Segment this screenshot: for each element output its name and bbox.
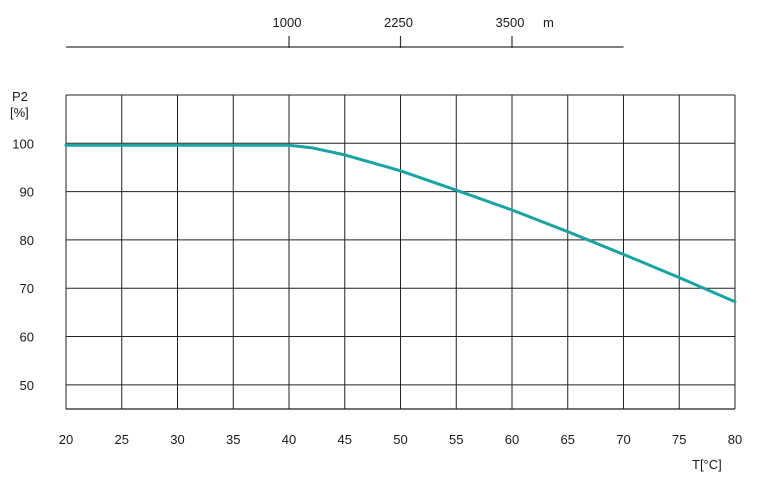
y-tick-labels: 50 60 70 80 90 100 xyxy=(12,136,34,393)
chart-grid xyxy=(65,94,736,410)
y-axis-label-line2: [%] xyxy=(10,105,29,120)
altitude-tick-label: 1000 xyxy=(273,15,302,30)
x-tick-label: 50 xyxy=(393,432,407,447)
altitude-tick-label: 2250 xyxy=(384,15,413,30)
x-tick-label: 45 xyxy=(338,432,352,447)
x-axis-label: T[°C] xyxy=(692,457,722,472)
y-tick-label: 80 xyxy=(20,233,34,248)
x-tick-label: 80 xyxy=(728,432,742,447)
x-tick-label: 25 xyxy=(115,432,129,447)
x-tick-label: 55 xyxy=(449,432,463,447)
altitude-tick-label: 3500 xyxy=(496,15,525,30)
x-tick-label: 30 xyxy=(170,432,184,447)
altitude-axis: 1000 2250 3500 m xyxy=(66,15,624,48)
x-tick-label: 40 xyxy=(282,432,296,447)
y-tick-label: 60 xyxy=(20,330,34,345)
y-tick-label: 100 xyxy=(12,136,34,151)
x-tick-label: 75 xyxy=(672,432,686,447)
x-tick-labels: 20 25 30 35 40 45 50 55 60 65 70 75 80 xyxy=(59,432,742,447)
altitude-unit-label: m xyxy=(543,15,554,30)
series-group xyxy=(64,143,737,304)
x-tick-label: 70 xyxy=(616,432,630,447)
series-line xyxy=(64,143,737,304)
y-tick-label: 90 xyxy=(20,185,34,200)
x-tick-label: 65 xyxy=(561,432,575,447)
y-tick-label: 70 xyxy=(20,281,34,296)
x-tick-label: 35 xyxy=(226,432,240,447)
x-tick-label: 20 xyxy=(59,432,73,447)
y-axis-label-line1: P2 xyxy=(12,89,28,104)
x-tick-label: 60 xyxy=(505,432,519,447)
y-tick-label: 50 xyxy=(20,378,34,393)
